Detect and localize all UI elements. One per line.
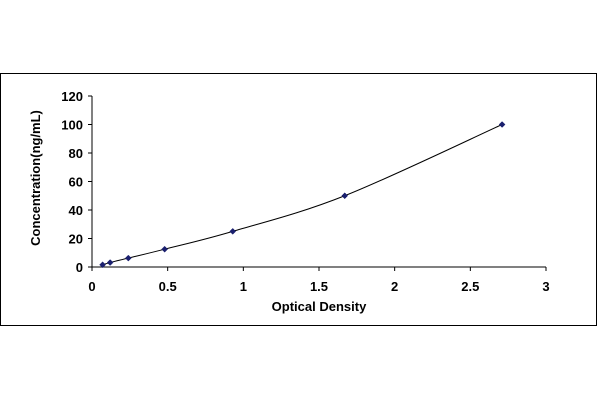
y-tick-label: 60 — [69, 175, 83, 190]
x-tick-label: 2.5 — [461, 279, 479, 294]
y-tick-label: 120 — [61, 89, 83, 104]
x-tick-label: 0.5 — [159, 279, 177, 294]
data-point — [124, 254, 132, 262]
x-tick-label: 3 — [542, 279, 549, 294]
chart-frame — [0, 73, 597, 326]
x-tick-label: 1.5 — [310, 279, 328, 294]
x-tick-label: 1 — [240, 279, 247, 294]
y-tick-label: 40 — [69, 203, 83, 218]
data-point — [229, 228, 237, 235]
axes-group: 0 20 40 60 80 100 120 0 0.5 1 1.5 2 2.5 3 — [61, 89, 549, 294]
y-tick-label: 80 — [69, 146, 83, 161]
data-points-group — [99, 121, 506, 269]
data-point — [99, 261, 106, 269]
data-point — [161, 245, 168, 253]
y-tick-label: 0 — [76, 260, 83, 275]
data-point — [341, 192, 349, 200]
x-axis-label: Optical Density — [272, 299, 367, 314]
y-tick-label: 20 — [69, 232, 83, 247]
y-tick-label: 100 — [61, 118, 83, 133]
x-tick-label: 0 — [88, 279, 95, 294]
data-point — [498, 121, 506, 128]
y-axis-label: Concentration(ng/mL) — [28, 110, 43, 246]
data-point — [106, 259, 114, 266]
x-tick-label: 2 — [391, 279, 398, 294]
